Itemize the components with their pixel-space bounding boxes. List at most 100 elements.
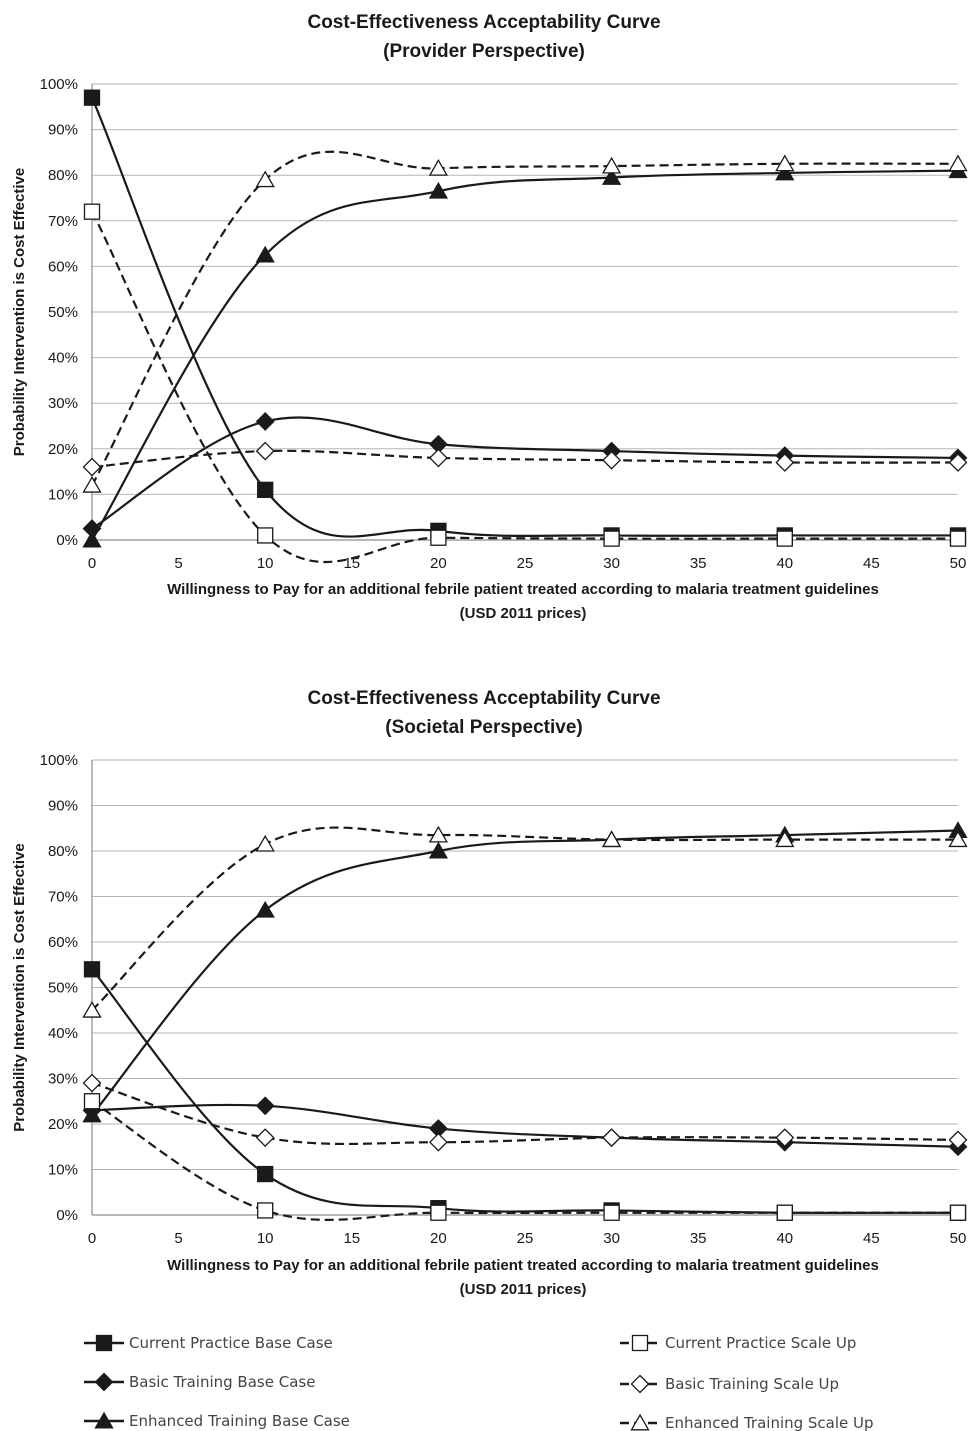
legend-label-current-practice-base-case: Current Practice Base Case bbox=[129, 1334, 333, 1352]
legend: Current Practice Base Case Basic Training… bbox=[84, 1334, 874, 1431]
chart-title: Cost-Effectiveness Acceptability Curve bbox=[307, 12, 660, 33]
x-tick-label: 30 bbox=[603, 555, 620, 572]
series-line-current-practice-base-case bbox=[91, 968, 959, 1215]
legend-label-enhanced-training-scale-up: Enhanced Training Scale Up bbox=[665, 1414, 874, 1431]
y-tick-label: 90% bbox=[48, 122, 78, 139]
series-line-basic-training-base-case bbox=[91, 1103, 959, 1148]
data-point-basic-training-base-case bbox=[255, 412, 275, 431]
data-point-enhanced-training-base-case bbox=[428, 181, 449, 199]
y-tick-label: 50% bbox=[48, 980, 78, 997]
data-point-current-practice-scale-up bbox=[257, 1202, 274, 1219]
data-point-current-practice-base-case bbox=[83, 89, 101, 106]
x-axis-label: Willingness to Pay for an additional feb… bbox=[167, 1257, 879, 1274]
data-point-basic-training-scale-up bbox=[775, 1128, 795, 1148]
data-point-basic-training-scale-up bbox=[948, 1130, 968, 1150]
series-line-enhanced-training-base-case bbox=[91, 169, 959, 541]
chart-societal-perspective: Cost-Effectiveness Acceptability Curve (S… bbox=[11, 688, 968, 1298]
data-point-basic-training-scale-up bbox=[602, 450, 622, 470]
y-tick-label: 20% bbox=[48, 1116, 78, 1133]
x-tick-label: 30 bbox=[603, 1230, 620, 1247]
y-tick-label: 90% bbox=[48, 798, 78, 815]
y-tick-label: 0% bbox=[56, 1207, 78, 1224]
data-point-current-practice-scale-up bbox=[83, 203, 101, 220]
legend-marker-basic-training-scale-up bbox=[630, 1374, 650, 1394]
data-point-basic-training-scale-up bbox=[82, 1073, 102, 1093]
series-line-basic-training-scale-up bbox=[91, 1082, 959, 1146]
data-point-current-practice-base-case bbox=[83, 961, 101, 978]
y-tick-label: 60% bbox=[48, 258, 78, 275]
y-tick-label: 70% bbox=[48, 213, 78, 230]
x-tick-label: 5 bbox=[174, 555, 182, 572]
x-tick-label: 15 bbox=[343, 555, 360, 572]
y-tick-label: 40% bbox=[48, 350, 78, 367]
data-point-current-practice-scale-up bbox=[949, 530, 967, 547]
data-point-current-practice-scale-up bbox=[776, 530, 793, 547]
series-line-current-practice-scale-up bbox=[91, 1100, 958, 1221]
x-tick-label: 35 bbox=[690, 555, 707, 572]
x-tick-label: 50 bbox=[950, 555, 967, 572]
y-tick-label: 60% bbox=[48, 934, 78, 951]
x-tick-label: 40 bbox=[776, 1230, 793, 1247]
data-point-current-practice-base-case bbox=[257, 481, 274, 498]
data-point-basic-training-scale-up bbox=[82, 457, 102, 477]
x-tick-label: 15 bbox=[343, 1230, 360, 1247]
data-point-enhanced-training-base-case bbox=[428, 841, 449, 859]
data-point-basic-training-scale-up bbox=[428, 448, 448, 468]
data-point-current-practice-base-case bbox=[257, 1165, 274, 1183]
data-point-basic-training-scale-up bbox=[255, 1128, 275, 1148]
data-point-basic-training-scale-up bbox=[255, 441, 275, 461]
x-tick-label: 45 bbox=[863, 1230, 880, 1247]
x-tick-label: 0 bbox=[88, 555, 96, 572]
y-tick-label: 0% bbox=[56, 532, 78, 549]
chart-subtitle: (Provider Perspective) bbox=[383, 41, 585, 62]
x-tick-label: 45 bbox=[863, 555, 880, 572]
series-line-enhanced-training-base-case bbox=[91, 829, 959, 1116]
x-axis-label-units: (USD 2011 prices) bbox=[460, 1281, 587, 1298]
series-line-basic-training-base-case bbox=[91, 416, 959, 530]
data-point-basic-training-scale-up bbox=[428, 1132, 448, 1152]
legend-label-enhanced-training-base-case: Enhanced Training Base Case bbox=[129, 1412, 350, 1430]
legend-marker-enhanced-training-base-case bbox=[94, 1411, 114, 1429]
data-point-basic-training-scale-up bbox=[948, 453, 968, 472]
y-tick-label: 70% bbox=[48, 889, 78, 906]
data-point-enhanced-training-base-case bbox=[82, 1105, 102, 1123]
data-point-current-practice-scale-up bbox=[430, 529, 447, 546]
data-point-enhanced-training-scale-up bbox=[948, 830, 968, 848]
chart-provider-perspective: Cost-Effectiveness Acceptability Curve (P… bbox=[11, 12, 968, 622]
legend-marker-basic-training-base-case bbox=[94, 1372, 114, 1392]
data-point-enhanced-training-base-case bbox=[255, 245, 275, 263]
data-point-enhanced-training-scale-up bbox=[255, 170, 275, 188]
legend-label-basic-training-scale-up: Basic Training Scale Up bbox=[665, 1375, 839, 1393]
x-axis-label: Willingness to Pay for an additional feb… bbox=[167, 581, 879, 598]
legend-label-basic-training-base-case: Basic Training Base Case bbox=[129, 1373, 315, 1391]
x-tick-label: 5 bbox=[174, 1230, 182, 1247]
x-tick-label: 40 bbox=[776, 555, 793, 572]
chart-subtitle: (Societal Perspective) bbox=[385, 717, 582, 738]
data-point-enhanced-training-base-case bbox=[601, 168, 622, 185]
data-point-enhanced-training-scale-up bbox=[775, 154, 795, 172]
x-tick-label: 10 bbox=[257, 1230, 274, 1247]
data-point-enhanced-training-base-case bbox=[775, 163, 795, 181]
y-tick-label: 80% bbox=[48, 843, 78, 860]
x-tick-label: 50 bbox=[950, 1230, 967, 1247]
chart-title: Cost-Effectiveness Acceptability Curve bbox=[307, 688, 660, 709]
data-point-current-practice-scale-up bbox=[257, 527, 274, 544]
y-tick-label: 10% bbox=[48, 1162, 78, 1179]
legend-marker-current-practice-base-case bbox=[95, 1334, 113, 1352]
data-point-current-practice-scale-up bbox=[776, 1204, 793, 1221]
legend-label-current-practice-scale-up: Current Practice Scale Up bbox=[665, 1334, 856, 1352]
y-axis-label: Probability Intervention is Cost Effecti… bbox=[11, 168, 28, 456]
y-tick-label: 30% bbox=[48, 1071, 78, 1088]
x-tick-label: 35 bbox=[690, 1230, 707, 1247]
x-tick-label: 10 bbox=[257, 555, 274, 572]
y-tick-label: 80% bbox=[48, 167, 78, 184]
y-tick-label: 10% bbox=[48, 486, 78, 503]
x-tick-label: 20 bbox=[430, 1230, 447, 1247]
data-point-current-practice-scale-up bbox=[603, 530, 620, 547]
data-point-current-practice-scale-up bbox=[83, 1093, 101, 1110]
x-tick-label: 25 bbox=[517, 1230, 534, 1247]
data-point-basic-training-scale-up bbox=[602, 1128, 622, 1148]
data-point-enhanced-training-scale-up bbox=[428, 825, 449, 843]
data-point-enhanced-training-scale-up bbox=[428, 159, 449, 176]
